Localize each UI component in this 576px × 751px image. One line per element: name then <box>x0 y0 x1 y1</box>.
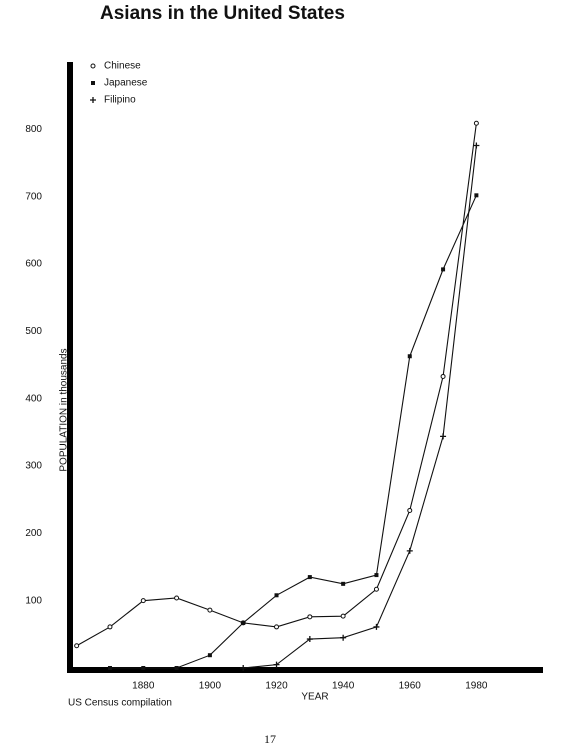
x-axis-label: YEAR <box>301 692 328 703</box>
y-tick-label: 600 <box>25 259 42 270</box>
x-tick-label: 1940 <box>332 681 355 692</box>
point <box>274 624 280 630</box>
source-note: US Census compilation <box>68 698 172 709</box>
point <box>107 666 112 670</box>
x-tick-label: 1900 <box>199 681 222 692</box>
point <box>373 586 379 592</box>
point <box>341 581 346 586</box>
y-tick-label: 400 <box>25 393 42 404</box>
point <box>340 634 347 641</box>
legend-marker <box>91 81 95 85</box>
x-tick-label: 1920 <box>265 681 288 692</box>
point <box>273 661 280 668</box>
point <box>174 666 179 670</box>
point <box>373 623 380 630</box>
point <box>306 636 313 643</box>
y-tick-label: 800 <box>25 124 42 135</box>
point <box>307 575 312 580</box>
point <box>207 653 212 658</box>
point <box>407 354 412 359</box>
series-line <box>76 123 477 647</box>
y-tick-label: 500 <box>25 326 42 337</box>
point <box>407 507 413 513</box>
point <box>340 613 346 619</box>
y-tick-label: 200 <box>25 528 42 539</box>
point <box>241 620 246 625</box>
point <box>240 665 247 671</box>
point <box>141 666 146 670</box>
y-axis-label: POPULATION in thousands <box>59 348 70 471</box>
point <box>107 624 113 630</box>
x-tick-label: 1960 <box>399 681 422 692</box>
page-number: 17 <box>264 732 276 746</box>
point <box>307 614 313 620</box>
series-line <box>109 195 477 669</box>
y-tick-label: 700 <box>25 191 42 202</box>
point <box>207 607 213 613</box>
point <box>440 433 447 440</box>
x-tick-label: 1980 <box>465 681 488 692</box>
y-tick-label: 100 <box>25 595 42 606</box>
point <box>440 373 446 379</box>
point <box>474 193 479 198</box>
legend-label: Filipino <box>104 95 136 106</box>
point <box>140 598 146 604</box>
point <box>74 643 80 649</box>
x-tick-label: 1880 <box>132 681 155 692</box>
point <box>374 573 379 578</box>
series-line <box>243 145 477 669</box>
legend-marker <box>90 97 96 103</box>
point <box>274 593 279 598</box>
legend-marker <box>90 63 96 69</box>
point <box>473 120 479 126</box>
point <box>441 267 446 272</box>
legend-label: Chinese <box>104 61 141 72</box>
point <box>473 142 480 149</box>
point <box>406 547 413 554</box>
chart-title: Asians in the United States <box>100 3 345 24</box>
y-tick-label: 300 <box>25 461 42 472</box>
point <box>174 595 180 601</box>
legend-label: Japanese <box>104 78 148 89</box>
